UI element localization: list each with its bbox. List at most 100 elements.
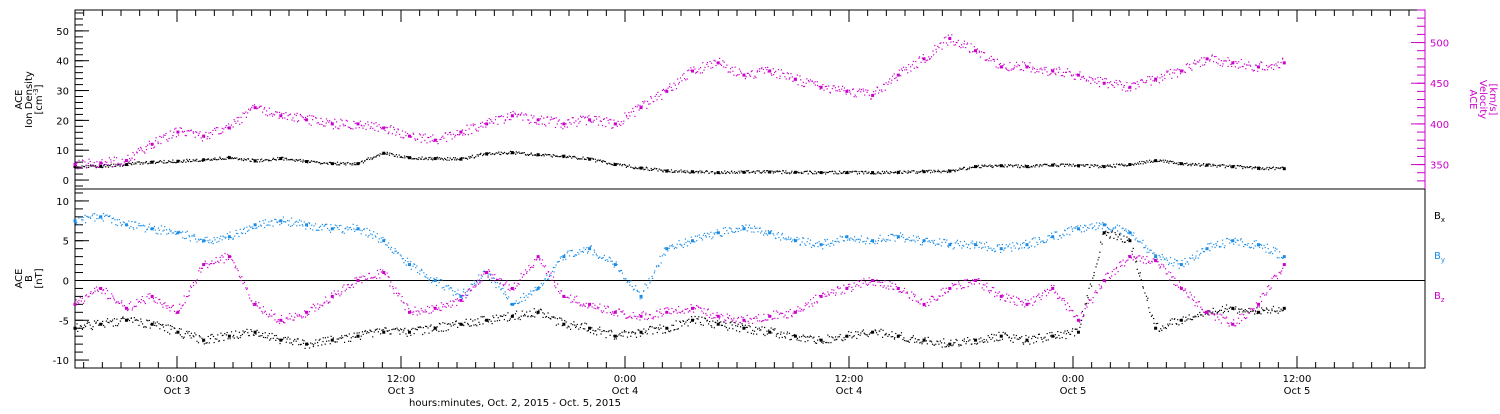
data-dot (1180, 73, 1181, 74)
data-dot (188, 331, 189, 332)
data-dot (517, 303, 518, 304)
data-dot (255, 301, 256, 302)
data-dot (567, 252, 568, 253)
data-dot (545, 154, 546, 155)
data-dot (1123, 235, 1124, 236)
data-dot (1117, 230, 1118, 231)
data-dot (327, 228, 328, 229)
data-dot (269, 160, 270, 161)
data-dot (130, 301, 131, 302)
data-dot (263, 220, 264, 221)
data-dot (199, 131, 200, 132)
data-dot (1238, 240, 1239, 241)
data-dot (703, 70, 704, 71)
data-dot (380, 333, 381, 334)
data-dot (927, 238, 928, 239)
data-dot (354, 164, 355, 165)
data-dot (1265, 252, 1266, 253)
data-dot (1066, 72, 1067, 73)
data-dot (436, 330, 437, 331)
data-dot (327, 120, 328, 121)
data-dot (157, 141, 158, 142)
data-dot (520, 114, 521, 115)
data-dot (502, 316, 503, 317)
data-dot (905, 171, 906, 172)
data-dot (516, 151, 517, 152)
data-dot (393, 127, 394, 128)
data-dot (442, 287, 443, 288)
data-dot (78, 217, 79, 218)
data-dot (1187, 318, 1188, 319)
data-dot (685, 238, 686, 239)
data-dot (87, 321, 88, 322)
data-dot (474, 283, 475, 284)
data-dot (205, 240, 206, 241)
data-dot (1110, 229, 1111, 230)
data-dot (920, 342, 921, 343)
data-dot (798, 84, 799, 85)
data-dot (933, 243, 934, 244)
data-dot (179, 232, 180, 233)
data-dot (479, 281, 480, 282)
data-dot (612, 264, 613, 265)
data-dot (1248, 61, 1249, 62)
data-dot (974, 343, 975, 344)
data-dot (1113, 238, 1114, 239)
data-dot (760, 172, 761, 173)
data-dot (515, 114, 516, 115)
data-dot (1081, 165, 1082, 166)
data-dot (172, 232, 173, 233)
data-dot (344, 163, 345, 164)
data-dot (1217, 63, 1218, 64)
data-dot (1041, 165, 1042, 166)
data-dot (614, 338, 615, 339)
data-dot (660, 328, 661, 329)
data-dot (1172, 324, 1173, 325)
data-dot (113, 326, 114, 327)
data-dot (648, 329, 649, 330)
data-dot (122, 224, 123, 225)
data-point (74, 303, 77, 306)
data-dot (410, 261, 411, 262)
data-dot (396, 131, 397, 132)
data-dot (1016, 164, 1017, 165)
data-dot (777, 171, 778, 172)
data-dot (960, 241, 961, 242)
data-dot (355, 336, 356, 337)
data-dot (1168, 163, 1169, 164)
data-point (691, 70, 694, 73)
data-dot (244, 228, 245, 229)
data-dot (945, 171, 946, 172)
data-dot (230, 127, 231, 128)
data-dot (405, 135, 406, 136)
data-dot (337, 338, 338, 339)
data-dot (791, 172, 792, 173)
data-dot (979, 341, 980, 342)
data-dot (1023, 70, 1024, 71)
data-dot (624, 112, 625, 113)
data-dot (454, 324, 455, 325)
data-dot (1145, 245, 1146, 246)
data-dot (374, 130, 375, 131)
data-dot (1167, 71, 1168, 72)
data-dot (191, 337, 192, 338)
data-dot (790, 239, 791, 240)
data-dot (606, 117, 607, 118)
data-dot (210, 334, 211, 335)
data-dot (88, 167, 89, 168)
data-dot (904, 69, 905, 70)
data-dot (650, 326, 651, 327)
data-dot (780, 334, 781, 335)
data-dot (258, 226, 259, 227)
data-dot (395, 248, 396, 249)
data-dot (687, 245, 688, 246)
data-dot (580, 116, 581, 117)
data-dot (199, 336, 200, 337)
data-dot (659, 329, 660, 330)
data-dot (526, 311, 527, 312)
data-dot (866, 241, 867, 242)
data-dot (631, 332, 632, 333)
data-dot (1236, 63, 1237, 64)
data-dot (374, 331, 375, 332)
data-dot (282, 118, 283, 119)
